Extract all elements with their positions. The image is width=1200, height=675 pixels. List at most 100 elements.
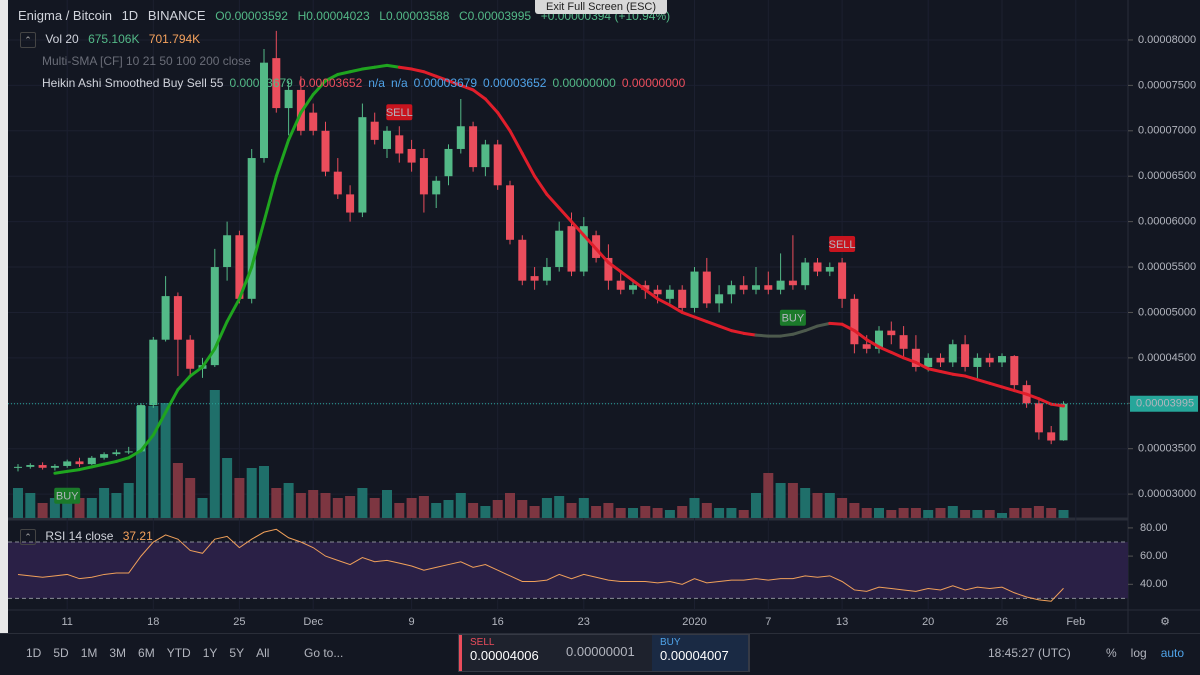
go-to[interactable]: Go to... [304,646,344,660]
ha-line-segment [299,92,315,115]
scale-option[interactable]: log [1130,646,1147,660]
volume-bar [541,497,552,518]
collapse-button[interactable]: ⌃ [20,529,36,545]
candle-body [665,289,674,299]
ha-line-segment [483,97,500,115]
volume-bar [406,497,417,518]
ha-line-segment [287,111,303,142]
range-button[interactable]: 1M [80,646,98,660]
range-button[interactable]: YTD [166,646,191,660]
ha-line-segment [693,315,709,324]
range-button[interactable]: 5Y [229,646,245,660]
ha-line-segment [127,449,143,460]
volume-bar [332,497,343,518]
volume-bar [935,507,946,518]
ha-line-segment [570,220,586,237]
ha-line-segment [164,388,180,414]
volume-bar [234,477,245,518]
sell-button[interactable]: SELL 0.00004006 [459,635,558,671]
ha-line-segment [988,381,1004,389]
volume-legend: ⌃ Vol 20 675.106K 701.794K [20,32,206,48]
ohlc-high: H0.00004023 [297,9,370,23]
candle-body [235,235,244,299]
ha-value: 0.00000000 [621,76,686,90]
ha-line-segment [582,233,598,251]
candle-body [530,276,539,281]
volume-value: 675.106K [88,32,140,47]
exit-fullscreen[interactable]: Exit Full Screen (ESC) [535,0,667,14]
ha-value: n/a [390,76,408,90]
ohlc-close: C0.00003995 [459,9,532,23]
ha-line-segment [102,459,118,466]
candle-body [641,285,650,290]
ha-line-segment [889,350,906,360]
ha-line-segment [225,297,241,324]
range-button[interactable]: 6M [138,646,155,660]
ha-line-segment [975,378,992,385]
volume-ma-value: 701.794K [148,32,201,47]
candle-body [309,112,318,131]
volume-bar [861,507,872,518]
ha-line-segment [533,174,549,196]
candle-body [604,257,613,281]
volume-bar [714,507,725,518]
volume-bar [394,502,405,518]
scale-option[interactable]: % [1106,646,1117,660]
rsi-line [17,528,1064,602]
collapse-button[interactable]: ⌃ [20,32,36,48]
volume-bar [529,505,540,518]
ha-line-segment [213,320,229,351]
candle-body [370,121,379,140]
candle-body [284,89,293,109]
y-tick-label: 0.00005000 [1138,306,1196,318]
volume-bar [972,510,983,518]
ha-line-segment [680,310,696,319]
ha-value: 0.00003679 [229,76,293,90]
volume-bar [111,492,122,518]
volume-bar [898,507,909,518]
range-button[interactable]: All [256,646,270,660]
buy-button[interactable]: BUY 0.00004007 [652,635,749,671]
ha-line-segment [459,83,475,92]
ha-line-segment [237,265,254,301]
volume-bar [1046,507,1057,518]
candle-body [838,262,847,299]
candle-body [432,180,441,195]
candle-body [26,465,35,467]
ha-line-segment [779,332,795,338]
ha-line-segment [250,220,266,269]
ha-line-segment [791,329,807,336]
candle-body [653,289,662,295]
candle-body [75,461,84,465]
x-tick-label: 25 [233,616,245,628]
y-tick-label: 0.00007000 [1138,125,1196,137]
range-button[interactable]: 1Y [202,646,218,660]
volume-bar [775,482,786,518]
buy-price: 0.00004007 [660,648,729,663]
scale-option[interactable]: auto [1160,646,1185,660]
volume-bar [677,505,688,518]
volume-bar [357,487,368,518]
ha-value: 0.00003679 [413,76,478,90]
volume-bar [578,497,589,518]
candle-body [112,452,121,455]
x-tick-label: Feb [1066,616,1085,628]
volume-bar [37,502,48,518]
ha-line-segment [619,270,635,283]
candle-body [862,344,871,349]
candle-body [542,267,551,281]
interval: 1D [121,8,139,23]
ha-line-segment [385,63,401,69]
volume-name: Vol 20 [45,32,79,47]
range-button[interactable]: 5D [53,646,69,660]
candle-body [825,267,834,272]
candle-body [629,285,637,290]
x-tick-label: 11 [61,616,72,628]
volume-bar [86,497,97,518]
range-buttons: 1D 5D 1M 3M 6M YTD 1Y 5Y All [26,646,281,660]
volume-bar [160,402,171,518]
range-button[interactable]: 3M [109,646,127,660]
volume-bar [492,500,503,518]
candle-body [210,267,219,366]
range-button[interactable]: 1D [26,646,42,660]
